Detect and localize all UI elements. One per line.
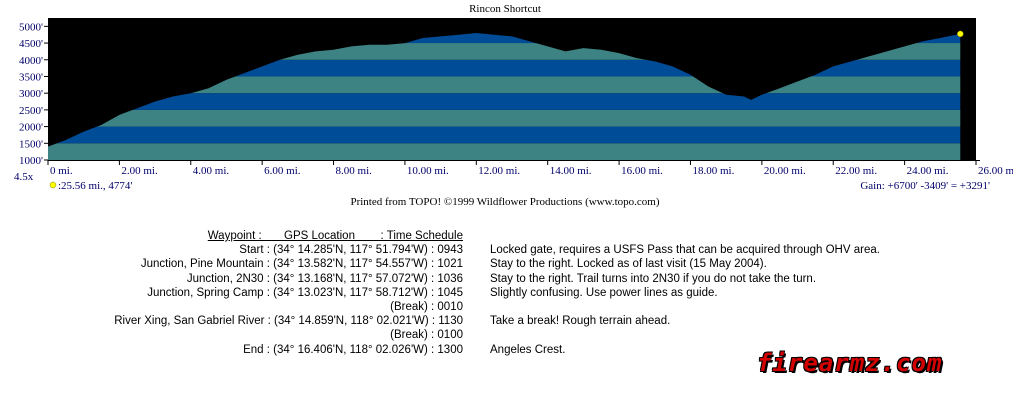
waypoint-row: Junction, 2N30 : (34° 13.168'N, 117° 57.… <box>0 272 1013 286</box>
waypoint-note: Take a break! Rough terrain ahead. <box>490 315 671 328</box>
waypoint-row: River Xing, San Gabriel River : (34° 14.… <box>0 314 1013 328</box>
watermark-logo: firearmz.com <box>757 349 943 377</box>
chart-title: Rincon Shortcut <box>469 3 541 15</box>
elevation-band <box>48 143 961 160</box>
credit-line: Printed from TOPO! ©1999 Wildflower Prod… <box>350 196 659 208</box>
x-tick-label: 24.00 mi. <box>907 165 949 177</box>
waypoint-entry: Junction, 2N30 : (34° 13.168'N, 117° 57.… <box>186 272 463 285</box>
waypoint-entry: Junction, Pine Mountain : (34° 13.582'N,… <box>140 258 463 271</box>
waypoint-note: Stay to the right. Locked as of last vis… <box>490 258 767 271</box>
waypoint-row: Start : (34° 14.285'N, 117° 51.794'W) : … <box>0 243 1013 257</box>
x-tick-label: 6.00 mi. <box>264 165 301 177</box>
waypoint-note: Angeles Crest. <box>490 343 566 356</box>
x-tick-label: 8.00 mi. <box>336 165 373 177</box>
waypoint-note: Locked gate, requires a USFS Pass that c… <box>490 244 880 257</box>
waypoint-note: Slightly confusing. Use power lines as g… <box>490 286 718 299</box>
y-axis: 1000' 1500' 2000' 2500' 3000' 3500' 4000' 4500'… <box>19 21 48 167</box>
end-point-marker <box>957 30 964 38</box>
waypoint-entry: Start : (34° 14.285'N, 117° 51.794'W) : … <box>239 244 463 257</box>
waypoint-row: End : (34° 16.406'N, 118° 02.026'W) : 13… <box>0 343 1013 357</box>
x-tick-label: 0 mi. <box>50 165 73 177</box>
y-tick-label: 3500' <box>19 71 43 83</box>
x-tick-label: 22.00 mi. <box>835 165 877 177</box>
y-tick-label: 1000' <box>19 155 43 167</box>
y-tick-label: 4000' <box>19 55 43 67</box>
waypoint-entry: Junction, Spring Camp : (34° 13.023'N, 1… <box>147 286 463 299</box>
elevation-band <box>48 109 961 127</box>
waypoint-entry: River Xing, San Gabriel River : (34° 14.… <box>114 315 463 328</box>
waypoint-header-row: Waypoint : GPS Location : Time Schedule <box>0 229 1013 243</box>
waypoint-entry: (Break) : 0100 <box>390 329 463 342</box>
cursor-marker-icon <box>49 181 57 189</box>
gain-summary: Gain: +6700' -3409' = +3291' <box>860 180 990 192</box>
x-tick-label: 10.00 mi. <box>407 165 449 177</box>
y-tick-label: 3000' <box>19 88 43 100</box>
waypoint-entry: (Break) : 0010 <box>390 300 463 313</box>
elevation-profile-chart: Rincon Shortcut 1000' 1500' 2000' 2500' 3000… <box>14 3 1013 208</box>
cursor-readout: :25.56 mi., 4774' <box>58 180 132 192</box>
waypoint-header: Waypoint : GPS Location : Time Schedule <box>207 230 463 242</box>
x-tick-label: 12.00 mi. <box>478 165 520 177</box>
x-tick-label: 4.00 mi. <box>193 165 230 177</box>
y-tick-label: 5000' <box>19 21 43 33</box>
x-tick-label: 20.00 mi. <box>764 165 806 177</box>
x-tick-label: 26.00 mi. <box>978 165 1013 177</box>
waypoint-entry: End : (34° 16.406'N, 118° 02.026'W) : 13… <box>243 343 463 356</box>
x-tick-label: 18.00 mi. <box>692 165 734 177</box>
waypoint-note: Stay to the right. Trail turns into 2N30… <box>490 272 817 285</box>
waypoint-row: Junction, Spring Camp : (34° 13.023'N, 1… <box>0 286 1013 300</box>
elevation-band <box>48 126 961 144</box>
x-axis: 0 mi. 2.00 mi. 4.00 mi. 6.00 mi. 8.00 mi. 10.… <box>47 160 1013 177</box>
y-tick-label: 1500' <box>19 138 43 150</box>
y-tick-label: 4500' <box>19 38 43 50</box>
y-tick-label: 2000' <box>19 122 43 134</box>
x-tick-label: 14.00 mi. <box>550 165 592 177</box>
waypoint-row: (Break) : 0010 <box>0 300 1013 314</box>
x-tick-label: 2.00 mi. <box>121 165 158 177</box>
elevation-band <box>48 93 961 110</box>
y-tick-label: 2500' <box>19 105 43 117</box>
waypoint-table: Waypoint : GPS Location : Time Schedule … <box>0 229 1013 357</box>
vertical-exaggeration-label: 4.5x <box>14 171 34 183</box>
waypoint-row: (Break) : 0100 <box>0 328 1013 342</box>
elevation-band <box>48 33 961 44</box>
waypoint-row: Junction, Pine Mountain : (34° 13.582'N,… <box>0 257 1013 271</box>
x-tick-label: 16.00 mi. <box>621 165 663 177</box>
